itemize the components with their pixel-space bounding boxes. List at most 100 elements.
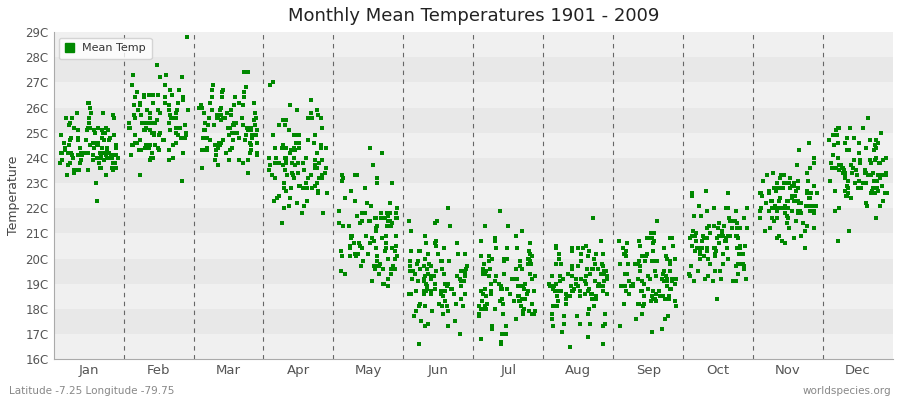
Point xyxy=(692,250,706,257)
Point xyxy=(756,177,770,184)
Point xyxy=(858,170,872,176)
Point xyxy=(338,195,353,201)
Point xyxy=(509,266,524,272)
Point xyxy=(663,286,678,292)
Point xyxy=(596,263,610,269)
Point xyxy=(700,208,715,214)
Point xyxy=(90,140,104,146)
Point xyxy=(240,127,255,133)
Point xyxy=(128,114,142,121)
Point xyxy=(177,134,192,141)
Point xyxy=(250,150,265,156)
Point xyxy=(152,109,166,116)
Point xyxy=(880,190,895,196)
Point xyxy=(841,185,855,191)
Point xyxy=(268,155,283,161)
Point xyxy=(122,120,137,126)
Point xyxy=(279,155,293,161)
Point xyxy=(662,268,677,274)
Point xyxy=(104,155,119,161)
Point xyxy=(494,341,508,347)
Point xyxy=(136,92,150,98)
Point xyxy=(419,283,434,290)
Point xyxy=(580,288,595,294)
Point xyxy=(371,263,385,269)
Point xyxy=(402,258,417,264)
Point xyxy=(722,215,736,222)
Point xyxy=(383,270,398,277)
Point xyxy=(500,331,514,337)
Point xyxy=(274,145,289,151)
Point xyxy=(551,288,565,294)
Point xyxy=(82,114,96,121)
Point xyxy=(791,185,806,191)
Point xyxy=(838,140,852,146)
Point xyxy=(689,230,704,236)
Point xyxy=(829,127,843,133)
Point xyxy=(299,180,313,186)
Point xyxy=(845,165,859,171)
Point xyxy=(439,283,454,290)
Point xyxy=(419,286,434,292)
Point xyxy=(418,255,432,262)
Point xyxy=(292,140,306,146)
Point xyxy=(215,89,230,96)
Point xyxy=(137,127,151,133)
Point xyxy=(108,160,122,166)
Point xyxy=(411,341,426,347)
Point xyxy=(146,155,160,161)
Point xyxy=(488,238,502,244)
Point xyxy=(176,177,190,184)
Point xyxy=(640,250,654,257)
Point xyxy=(713,268,727,274)
Point xyxy=(708,253,723,259)
Point xyxy=(379,233,393,239)
Point xyxy=(109,145,123,151)
Point xyxy=(632,301,646,307)
Point xyxy=(353,220,367,226)
Point xyxy=(336,177,350,184)
Point xyxy=(175,74,189,80)
Point xyxy=(429,238,444,244)
Point xyxy=(377,280,392,287)
Point xyxy=(227,102,241,108)
Point xyxy=(770,235,785,242)
Point xyxy=(169,114,184,121)
Point xyxy=(276,205,291,212)
Point xyxy=(223,124,238,131)
Point xyxy=(596,341,610,347)
Point xyxy=(598,311,612,317)
Point xyxy=(878,190,892,196)
Point xyxy=(148,120,162,126)
Point xyxy=(368,225,382,232)
Point xyxy=(301,137,315,144)
Point xyxy=(193,104,207,111)
Point xyxy=(655,276,670,282)
Point xyxy=(778,210,793,216)
Point xyxy=(449,273,464,279)
Point xyxy=(343,245,357,252)
Point xyxy=(250,127,265,133)
Point xyxy=(618,288,633,294)
Point xyxy=(494,283,508,290)
Point xyxy=(104,152,119,158)
Point xyxy=(457,290,472,297)
Point xyxy=(66,155,80,161)
Point xyxy=(198,120,212,126)
Point xyxy=(210,112,224,118)
Point xyxy=(145,150,159,156)
Point xyxy=(420,286,435,292)
Point xyxy=(770,215,784,222)
Point xyxy=(736,266,751,272)
Point xyxy=(792,200,806,206)
Point xyxy=(106,167,121,174)
Point xyxy=(482,266,497,272)
Point xyxy=(440,205,454,212)
Point xyxy=(111,155,125,161)
Point xyxy=(361,250,375,257)
Point xyxy=(249,140,264,146)
Point xyxy=(152,147,166,154)
Point xyxy=(291,200,305,206)
Point xyxy=(872,160,886,166)
Point xyxy=(384,220,399,226)
